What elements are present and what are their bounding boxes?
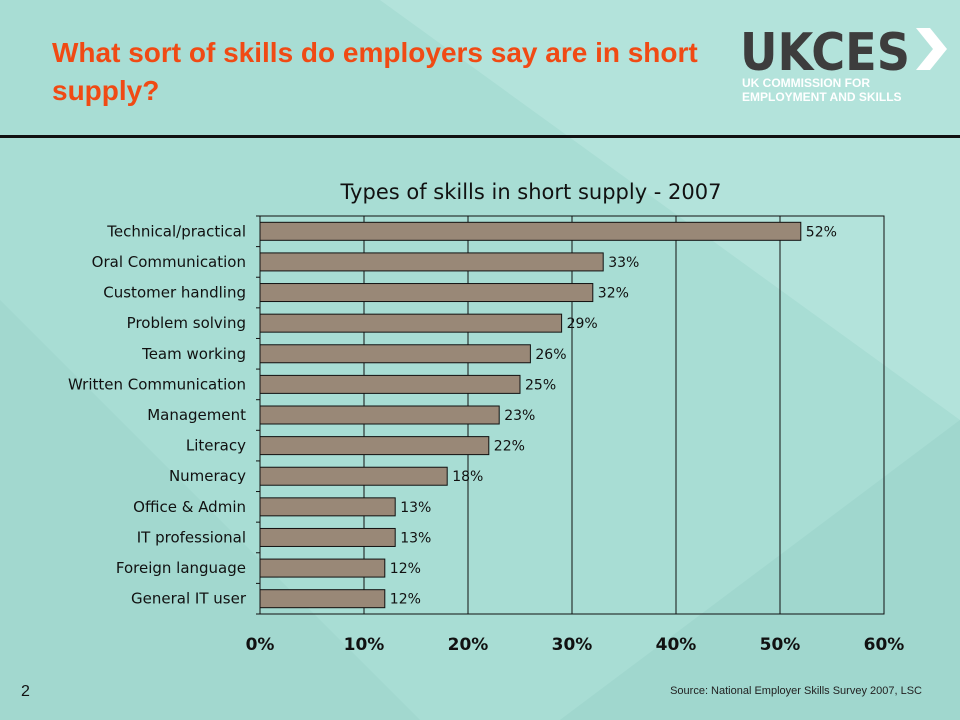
x-tick-label: 10% <box>344 635 385 655</box>
bar <box>259 436 490 456</box>
category-label: Written Communication <box>68 375 246 393</box>
category-label: Problem solving <box>127 314 246 332</box>
value-label: 25% <box>525 377 556 393</box>
chart-title: Types of skills in short supply - 2007 <box>340 180 722 204</box>
x-tick-label: 40% <box>656 635 697 655</box>
value-label: 13% <box>400 530 431 546</box>
bar <box>259 497 396 517</box>
value-label: 26% <box>535 347 566 363</box>
value-label: 32% <box>598 286 629 302</box>
ukces-logo: UKCES <box>740 23 947 83</box>
x-tick-label: 50% <box>760 635 801 655</box>
category-label: Technical/practical <box>106 222 246 240</box>
slide-title: What sort of skills do employers say are… <box>52 37 698 106</box>
bar <box>259 466 448 486</box>
category-label: Foreign language <box>116 559 246 577</box>
bar <box>259 374 521 394</box>
category-label: Customer handling <box>103 284 246 302</box>
category-label: Numeracy <box>169 467 246 485</box>
bar <box>259 527 396 547</box>
bar <box>259 589 386 609</box>
value-label: 23% <box>504 408 535 424</box>
category-label: Management <box>147 406 246 424</box>
x-tick-label: 0% <box>246 635 275 655</box>
value-label: 13% <box>400 500 431 516</box>
x-tick-label: 60% <box>864 635 905 655</box>
header-divider <box>0 135 960 138</box>
category-label: Oral Communication <box>92 253 246 271</box>
value-label: 12% <box>390 592 421 608</box>
value-label: 12% <box>390 561 421 577</box>
source-note: Source: National Employer Skills Survey … <box>670 685 922 697</box>
bar <box>259 283 594 303</box>
page-number: 2 <box>21 683 30 700</box>
x-tick-label: 20% <box>448 635 489 655</box>
category-label: Office & Admin <box>133 498 246 516</box>
category-label: IT professional <box>137 528 246 546</box>
bar <box>259 313 563 333</box>
category-label: Literacy <box>186 437 246 455</box>
bar <box>259 252 604 272</box>
x-tick-label: 30% <box>552 635 593 655</box>
logo-wordmark: UKCES <box>740 23 910 83</box>
category-label: Team working <box>141 345 246 363</box>
value-label: 29% <box>567 316 598 332</box>
bar <box>259 558 386 578</box>
bar <box>259 344 531 364</box>
logo-chevron-icon <box>916 28 947 70</box>
value-label: 18% <box>452 469 483 485</box>
bar <box>259 405 500 425</box>
value-label: 22% <box>494 439 525 455</box>
logo-subtitle: UK COMMISSION FOR EMPLOYMENT AND SKILLS <box>742 76 902 104</box>
category-label: General IT user <box>131 590 247 608</box>
value-label: 52% <box>806 224 837 240</box>
value-label: 33% <box>608 255 639 271</box>
bar <box>259 221 802 241</box>
